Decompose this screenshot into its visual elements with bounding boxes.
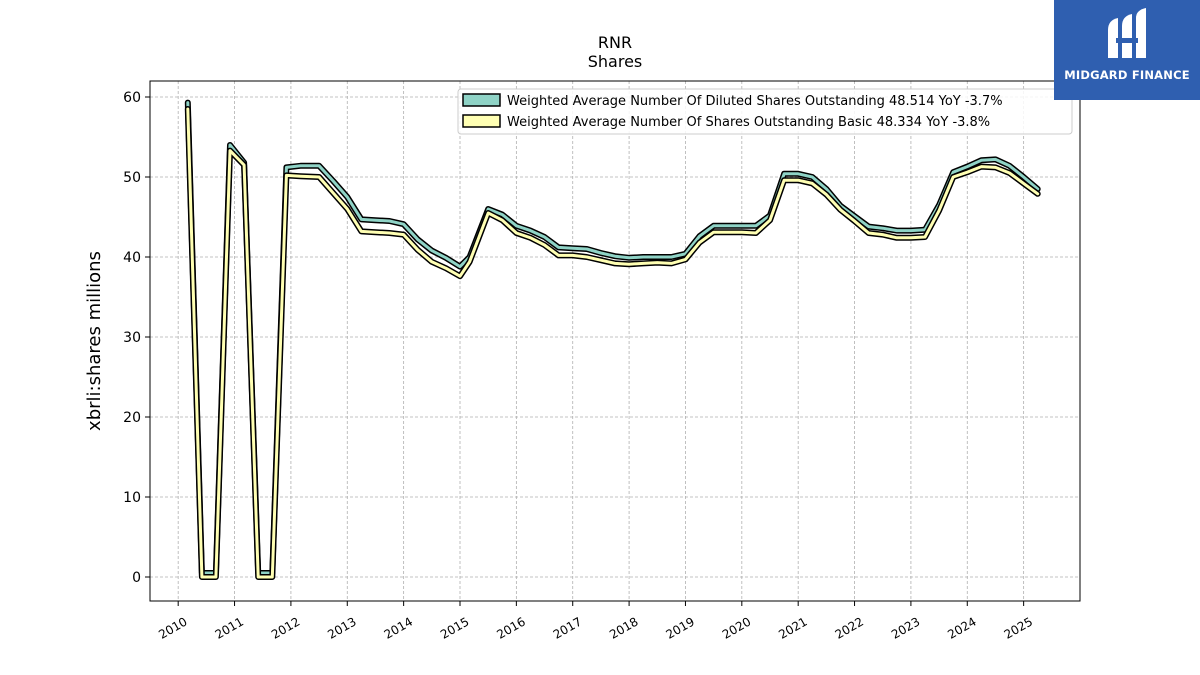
y-tick-label: 40 <box>123 250 141 266</box>
series-layer <box>184 99 1041 580</box>
y-tick-label: 30 <box>123 330 141 346</box>
x-tick-label: 2016 <box>494 614 527 641</box>
series-1 <box>184 99 1041 576</box>
grid <box>150 81 1080 601</box>
x-tick-label: 2023 <box>889 614 922 641</box>
legend-label-1: Weighted Average Number Of Diluted Share… <box>507 94 1003 109</box>
x-tick-label: 2025 <box>1002 614 1035 641</box>
x-tick-label: 2020 <box>720 614 753 641</box>
x-tick-label: 2021 <box>776 614 809 641</box>
legend-swatch-1 <box>462 93 501 107</box>
series-1-line <box>186 101 1040 575</box>
watermark-logo: MIDGARD FINANCE <box>1054 0 1200 100</box>
x-axis: 2010 2011 2012 2013 2014 2015 2016 2017 2018 2019… <box>156 601 1035 642</box>
watermark-text: MIDGARD FINANCE <box>1064 68 1190 82</box>
x-tick-label: 2012 <box>269 614 302 641</box>
x-tick-label: 2015 <box>438 614 471 641</box>
y-tick-label: 0 <box>132 570 141 586</box>
legend-swatch-2 <box>462 114 501 128</box>
legend-box <box>457 88 1073 135</box>
y-tick-label: 60 <box>123 90 141 106</box>
legend: Weighted Average Number Of Diluted Share… <box>457 88 1073 135</box>
x-tick-label: 2022 <box>833 614 866 641</box>
x-tick-label: 2024 <box>945 614 978 641</box>
series-2-outline <box>184 106 1041 580</box>
y-tick-label: 50 <box>123 170 141 186</box>
plot-frame <box>149 80 1081 602</box>
midgard-logo-icon <box>1108 8 1146 58</box>
x-tick-label: 2019 <box>664 614 697 641</box>
y-axis-label: xbrli:shares millions <box>84 251 105 431</box>
y-tick-label: 20 <box>123 410 141 426</box>
x-tick-label: 2013 <box>325 614 358 641</box>
chart-title: RNR <box>598 33 632 52</box>
chart-subtitle: Shares <box>588 52 643 71</box>
x-tick-label: 2017 <box>551 614 584 641</box>
x-tick-label: 2010 <box>156 614 189 641</box>
legend-label-2: Weighted Average Number Of Shares Outsta… <box>507 115 990 130</box>
x-tick-label: 2018 <box>607 614 640 641</box>
series-2 <box>184 106 1041 580</box>
series-1-outline <box>184 99 1041 576</box>
x-tick-label: 2011 <box>213 614 246 641</box>
y-axis: 0 10 20 30 40 50 60 <box>123 90 150 586</box>
y-tick-label: 10 <box>123 490 141 506</box>
series-2-line <box>186 107 1040 579</box>
x-tick-label: 2014 <box>382 614 415 641</box>
